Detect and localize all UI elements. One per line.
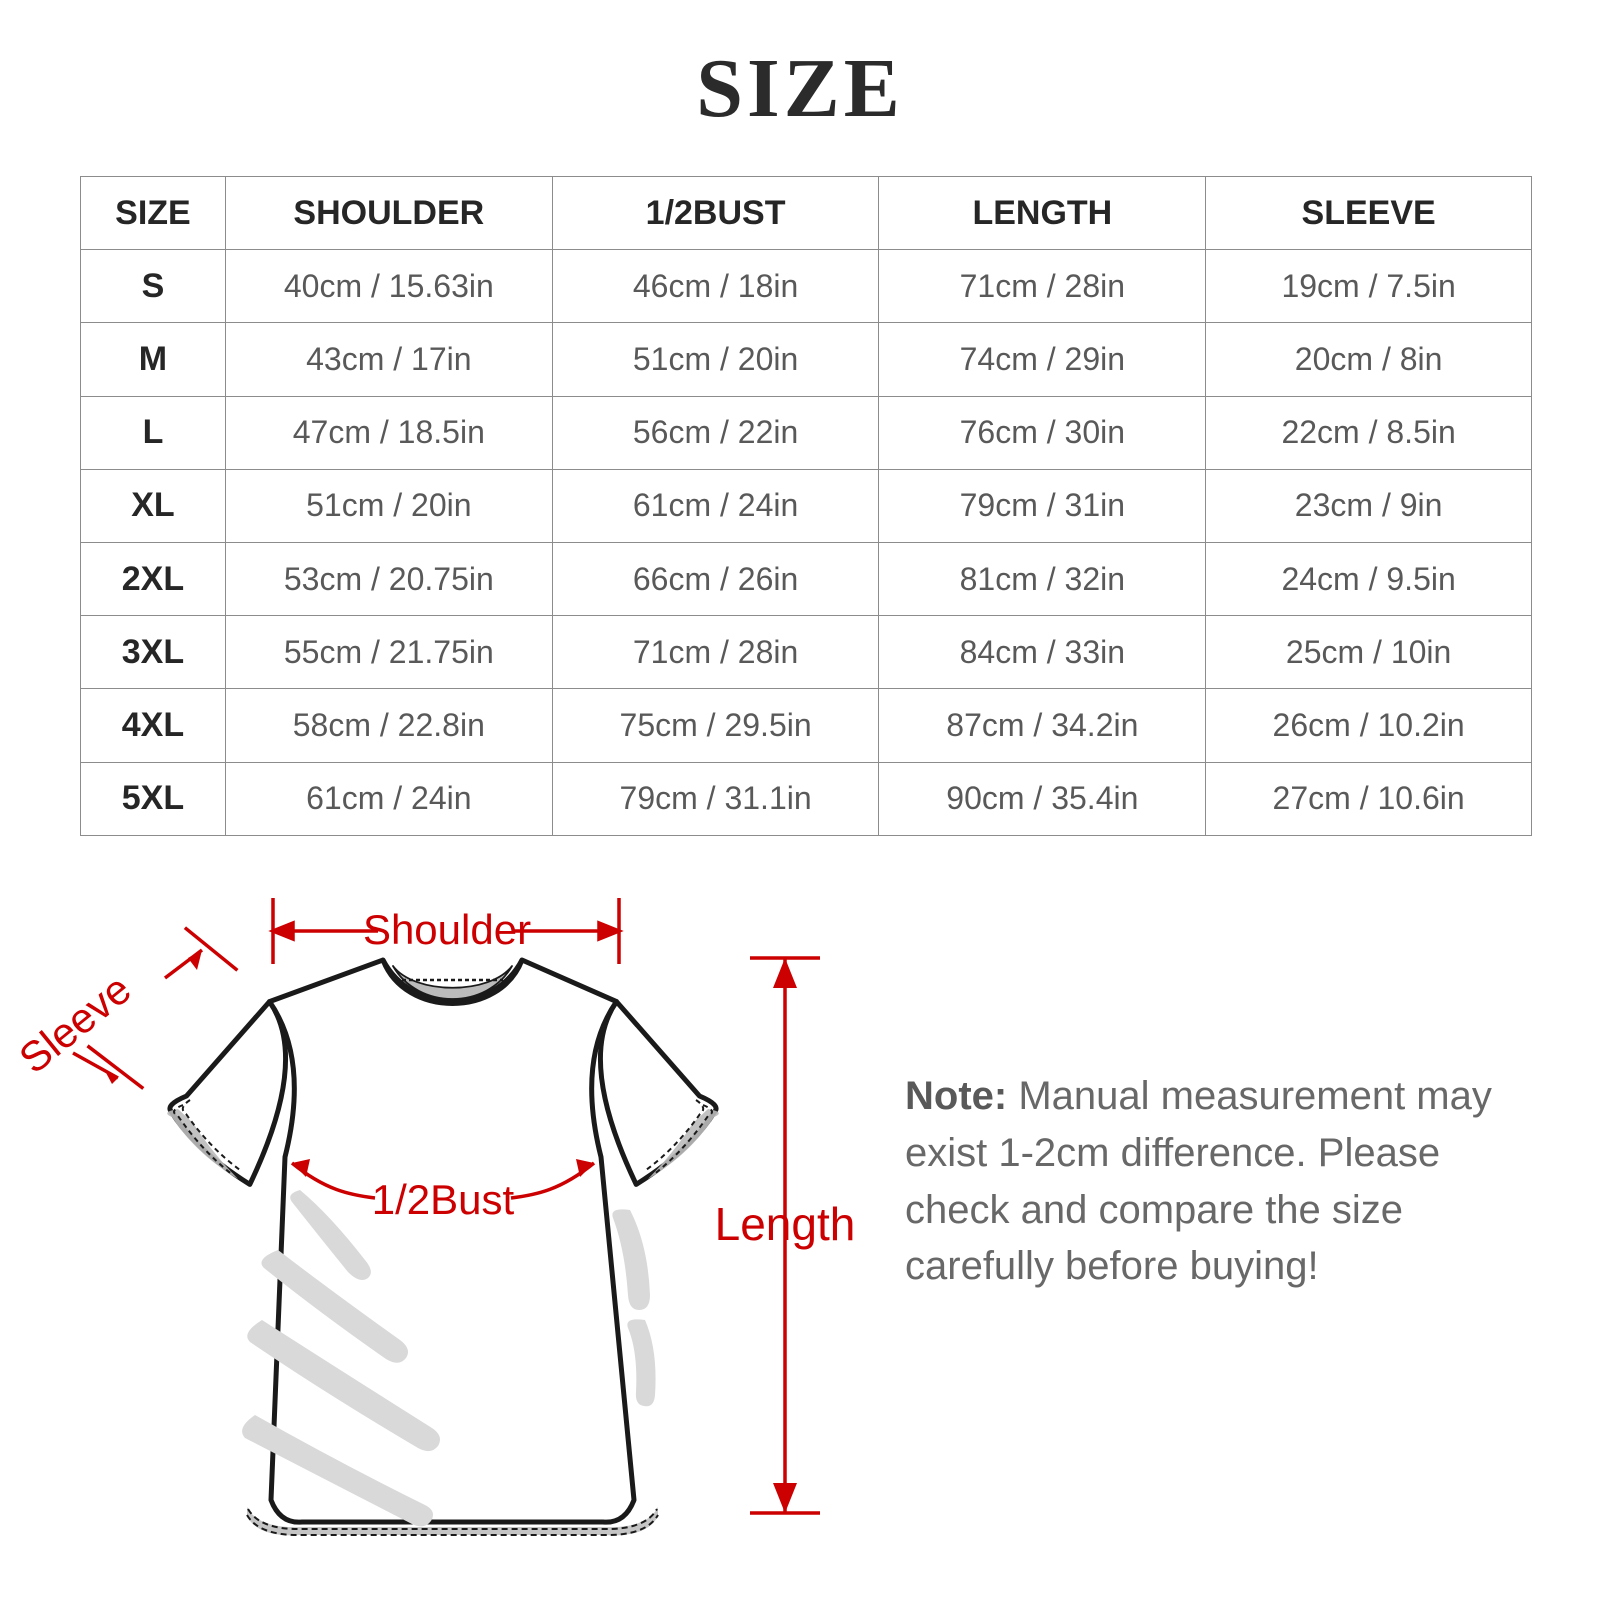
svg-text:Length: Length	[715, 1198, 856, 1250]
svg-text:1/2Bust: 1/2Bust	[372, 1176, 515, 1223]
svg-text:Shoulder: Shoulder	[363, 906, 531, 953]
svg-text:Sleeve: Sleeve	[10, 965, 139, 1082]
